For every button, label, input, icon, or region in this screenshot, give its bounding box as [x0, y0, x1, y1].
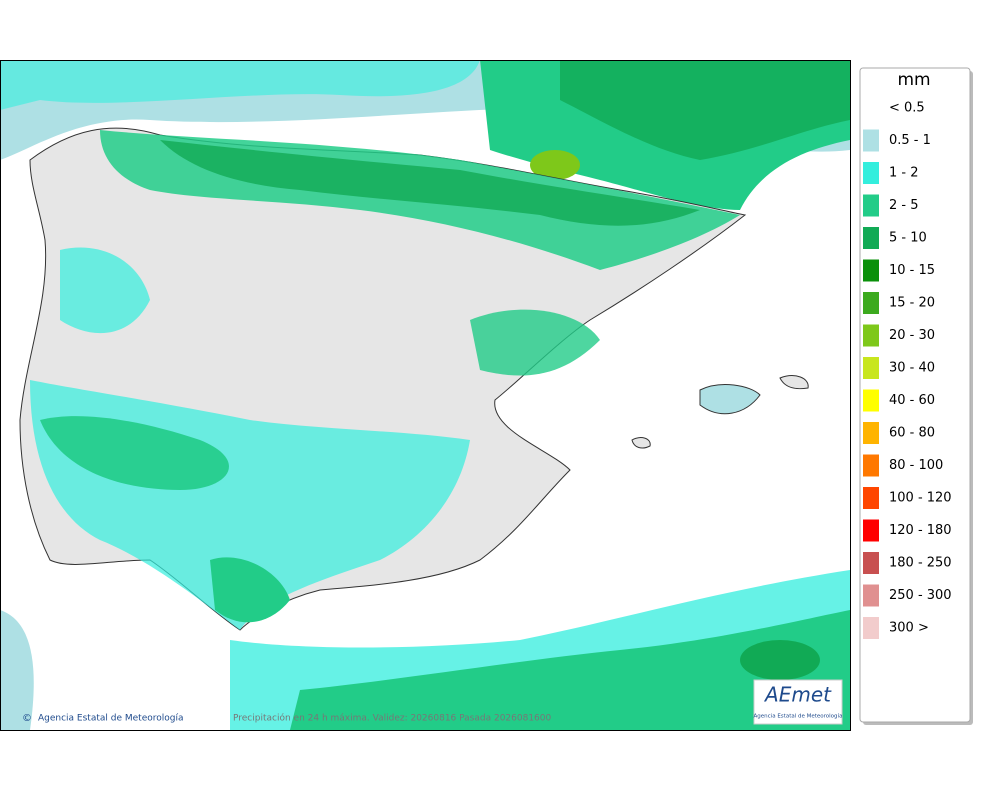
- legend-swatch: [863, 487, 879, 509]
- legend-swatch: [863, 129, 879, 152]
- legend: mm < 0.5 0.5 - 1 1 - 2 2 - 5 5 - 10 10 - 15 15…: [859, 67, 973, 725]
- legend-swatch: [863, 552, 879, 574]
- legend-swatch: [863, 292, 879, 314]
- legend-swatch: [863, 519, 879, 542]
- legend-label: 40 - 60: [889, 393, 935, 408]
- logo: AEmet Agencia Estatal de Meteorología: [753, 679, 843, 725]
- legend-label: 120 - 180: [889, 523, 952, 538]
- legend-label: 30 - 40: [889, 361, 935, 376]
- legend-label: 100 - 120: [889, 491, 952, 506]
- logo-text: AEmet: [763, 683, 832, 707]
- legend-swatch: [863, 454, 879, 477]
- legend-label: 60 - 80: [889, 426, 935, 441]
- legend-label: 250 - 300: [889, 588, 952, 603]
- legend-label: 0.5 - 1: [889, 133, 931, 148]
- legend-label: 20 - 30: [889, 328, 935, 343]
- legend-swatch: [863, 422, 879, 444]
- legend-swatch: [863, 259, 879, 282]
- legend-swatch: [863, 162, 879, 184]
- legend-swatch: [863, 584, 879, 607]
- legend-label: < 0.5: [889, 101, 925, 116]
- legend-swatch: [863, 617, 879, 639]
- logo-subtext: Agencia Estatal de Meteorología: [754, 713, 843, 720]
- legend-title: mm: [897, 70, 930, 90]
- legend-label: 15 - 20: [889, 296, 935, 311]
- legend-label: 2 - 5: [889, 198, 919, 213]
- legend-label: 300 >: [889, 621, 929, 636]
- legend-swatch: [863, 194, 879, 217]
- legend-swatch: [863, 357, 879, 379]
- legend-swatch: [863, 324, 879, 347]
- legend-label: 5 - 10: [889, 231, 927, 246]
- copyright-symbol: ©: [22, 713, 32, 724]
- legend-swatch: [863, 389, 879, 412]
- footer-credit: Agencia Estatal de Meteorología: [38, 714, 184, 724]
- legend-label: 80 - 100: [889, 458, 943, 473]
- map-frame: [0, 60, 851, 731]
- legend-label: 10 - 15: [889, 263, 935, 278]
- legend-swatch: [863, 227, 879, 249]
- legend-label: 180 - 250: [889, 556, 952, 571]
- footer-caption: Precipitación en 24 h máxima. Validez: 2…: [233, 713, 552, 724]
- map: [0, 60, 850, 730]
- legend-label: 1 - 2: [889, 166, 919, 181]
